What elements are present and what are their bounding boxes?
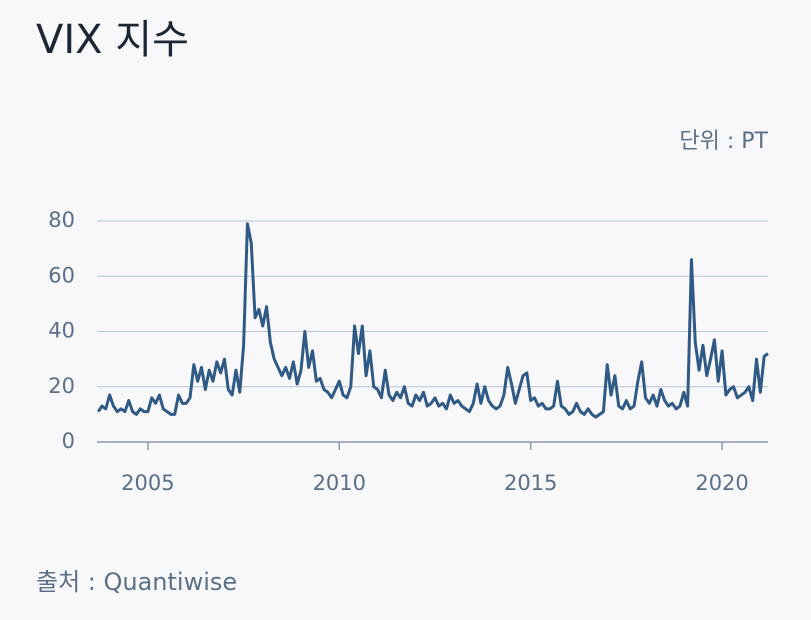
chart-title: VIX 지수 (36, 17, 189, 63)
x-tick-label: 2020 (695, 471, 748, 495)
x-tick-label: 2010 (313, 471, 366, 495)
y-tick-label: 0 (62, 429, 75, 453)
y-tick-label: 40 (48, 319, 75, 343)
y-tick-label: 60 (48, 263, 75, 287)
unit-label: 단위 : PT (679, 129, 768, 154)
source-label: 출처 : Quantiwise (36, 568, 237, 596)
y-tick-label: 20 (48, 374, 75, 398)
series-line (96, 222, 769, 419)
x-tick-label: 2015 (504, 471, 557, 495)
x-tick-label: 2005 (121, 471, 174, 495)
y-tick-label: 80 (48, 208, 75, 232)
